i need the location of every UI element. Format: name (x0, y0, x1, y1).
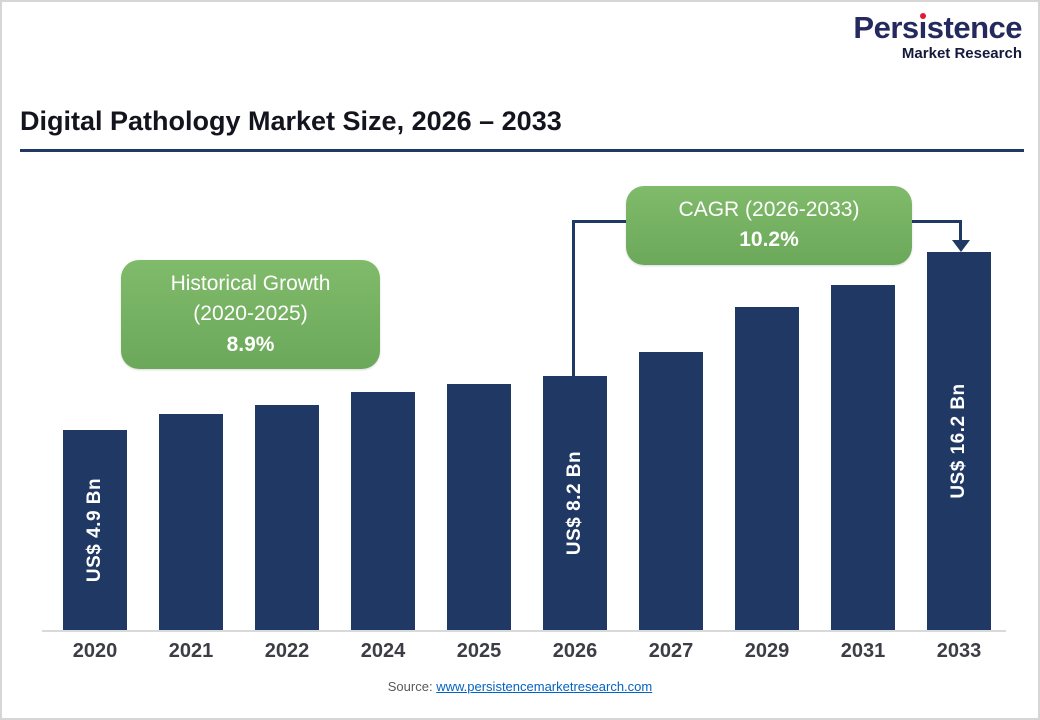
x-axis-line (42, 630, 1006, 632)
logo-subtitle: Market Research (901, 45, 1022, 62)
title-underline (20, 149, 1024, 152)
bar-column-2027 (623, 250, 719, 630)
x-axis-label-2026: 2026 (552, 640, 598, 662)
logo-text-part1: Pers (853, 10, 919, 45)
bar-2029 (735, 307, 799, 630)
bar-column-2025 (431, 250, 527, 630)
x-axis-label-2021: 2021 (168, 640, 214, 662)
bar-2025 (447, 384, 511, 630)
bar-value-label-2033: US$ 16.2 Bn (948, 383, 969, 499)
bar-value-label-2026: US$ 8.2 Bn (564, 450, 585, 556)
bar-2026: US$ 8.2 Bn (543, 376, 607, 630)
bar-column-2031 (815, 250, 911, 630)
cagr-arrow-down-icon (952, 240, 970, 252)
bar-column-2024 (335, 250, 431, 630)
x-axis-label-2031: 2031 (840, 640, 886, 662)
bar-2024 (351, 392, 415, 630)
x-axis-label-2024: 2024 (360, 640, 406, 662)
source-line: Source: www.persistencemarketresearch.co… (2, 679, 1038, 694)
chart-title: Digital Pathology Market Size, 2026 – 20… (20, 106, 562, 136)
x-axis-label-2029: 2029 (744, 640, 790, 662)
bar-chart-plot-area: US$ 4.9 Bn US$ 8.2 Bn US$ 16.2 Bn (47, 250, 1007, 630)
bar-column-2026: US$ 8.2 Bn (527, 250, 623, 630)
cagr-value: 10.2% (739, 228, 799, 252)
bar-column-2029 (719, 250, 815, 630)
bar-column-2020: US$ 4.9 Bn (47, 250, 143, 630)
bar-column-2022 (239, 250, 335, 630)
x-axis-label-2022: 2022 (264, 640, 310, 662)
logo-letter-i: ı (918, 10, 928, 45)
bar-column-2033: US$ 16.2 Bn (911, 250, 1007, 630)
x-axis-label-2027: 2027 (648, 640, 694, 662)
cagr-line1: CAGR (2026-2033) (678, 198, 860, 221)
bar-2027 (639, 352, 703, 630)
bar-2021 (159, 414, 223, 630)
bar-value-label-2020: US$ 4.9 Bn (84, 477, 105, 583)
x-axis-labels: 2020 2021 2022 2024 2025 2026 2027 2029 2031 2033 (47, 640, 1007, 663)
historical-growth-line1: Historical Growth (170, 272, 331, 295)
source-link[interactable]: www.persistencemarketresearch.com (436, 679, 653, 694)
bar-2022 (255, 405, 319, 630)
x-axis-label-2020: 2020 (72, 640, 118, 662)
bar-2031 (831, 285, 895, 630)
cagr-bracket-left-line (572, 220, 575, 376)
x-axis-label-2025: 2025 (456, 640, 502, 662)
historical-growth-callout: Historical Growth (2020-2025) 8.9% (121, 260, 380, 370)
historical-growth-line2: (2020-2025) (193, 302, 308, 326)
source-label: Source: (387, 679, 433, 694)
bar-2033: US$ 16.2 Bn (927, 252, 991, 630)
historical-growth-value: 8.9% (226, 332, 275, 356)
bar-column-2021 (143, 250, 239, 630)
logo-text-part2: stence (926, 10, 1023, 45)
cagr-callout: CAGR (2026-2033) 10.2% (626, 186, 912, 265)
logo-red-dot-icon (919, 13, 926, 19)
logo-wordmark: Persı stence (853, 12, 1022, 43)
logo: Persı stence Market Research (853, 12, 1022, 61)
x-axis-label-2033: 2033 (936, 640, 982, 662)
bar-2020: US$ 4.9 Bn (63, 430, 127, 630)
cagr-bracket-right-line (959, 220, 962, 240)
